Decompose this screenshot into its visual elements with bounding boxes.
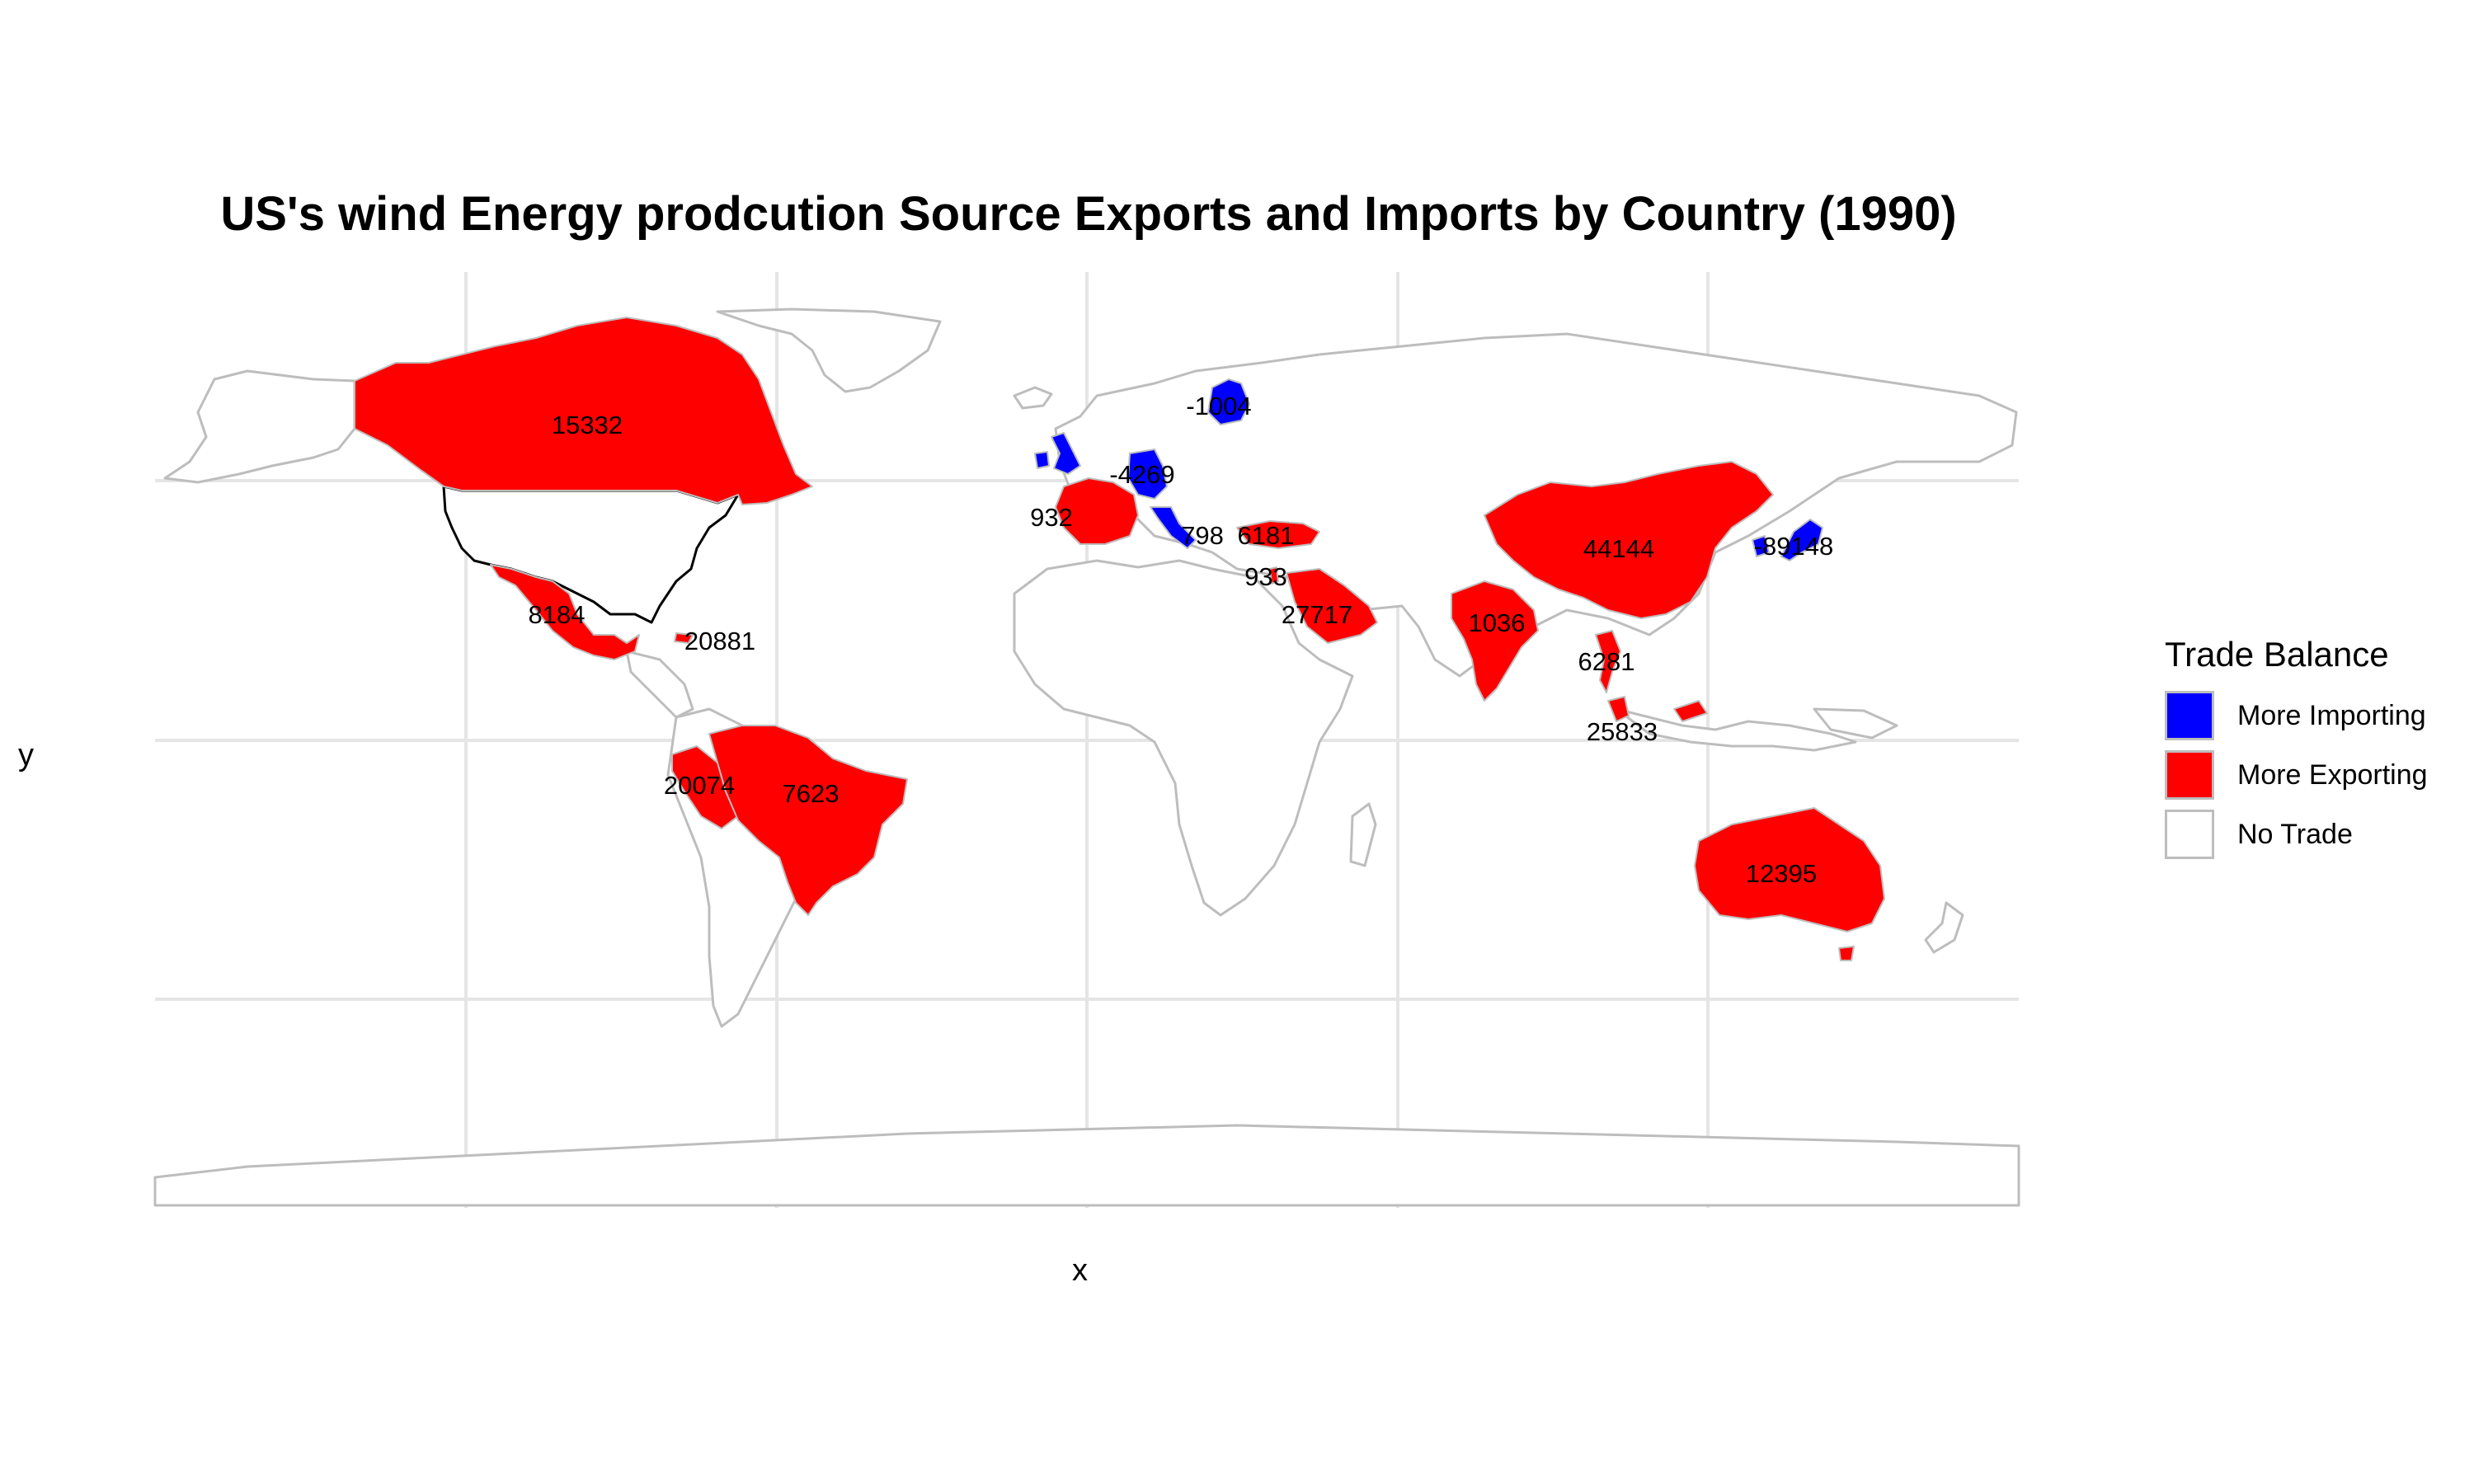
indonesia-shape <box>1615 707 1857 752</box>
caribbean-shape <box>674 632 694 644</box>
india-shape <box>1451 580 1539 702</box>
legend-label-exporting: More Exporting <box>2237 758 2428 791</box>
mexico-shape <box>490 564 640 660</box>
legend-swatch-importing <box>2165 691 2214 740</box>
italy-shape <box>1150 506 1197 549</box>
label-brazil: 7623 <box>783 779 840 808</box>
canada-shape <box>354 317 813 505</box>
y-axis-label: y <box>18 738 34 773</box>
germany-shape <box>1127 448 1168 500</box>
label-turkey: 6181 <box>1238 521 1295 550</box>
peru-shape <box>671 745 739 829</box>
scandinavia-shape <box>1207 378 1250 425</box>
legend-label-importing: More Importing <box>2237 699 2426 731</box>
label-japan: -89148 <box>1754 532 1834 561</box>
usa-shape <box>442 485 740 624</box>
turkey-shape <box>1236 520 1320 549</box>
china-shape <box>1484 461 1774 619</box>
saudi-arabia-shape <box>1286 568 1378 644</box>
israel-shape <box>1269 566 1279 585</box>
label-israel: 933 <box>1244 562 1287 591</box>
uk-shape <box>1051 432 1081 475</box>
greenland-shape <box>716 308 942 393</box>
legend-item-importing: More Importing <box>2165 686 2428 745</box>
label-australia: 12395 <box>1746 859 1817 888</box>
label-canada: 15332 <box>552 411 623 439</box>
central-america-shape <box>625 650 694 719</box>
label-russia-region: -1004 <box>1186 392 1251 420</box>
iceland-shape <box>1013 386 1053 410</box>
legend-swatch-exporting <box>2165 750 2214 800</box>
ireland-shape <box>1034 451 1050 469</box>
borneo-malaysia-shape <box>1673 700 1708 722</box>
japan-shape <box>1780 519 1823 561</box>
madagascar-shape <box>1349 802 1377 867</box>
label-caribbean: 20881 <box>684 627 755 655</box>
label-peru: 20074 <box>664 771 735 800</box>
alaska-shape <box>163 369 356 484</box>
legend: Trade Balance More Importing More Export… <box>2165 635 2428 864</box>
africa-shape <box>1013 559 1354 917</box>
label-germany: -4269 <box>1109 460 1174 489</box>
new-zealand-shape <box>1924 901 1964 954</box>
brazil-shape <box>708 725 908 916</box>
legend-item-exporting: More Exporting <box>2165 745 2428 805</box>
label-mexico: 8184 <box>529 600 586 629</box>
trade-countries <box>354 317 1885 961</box>
label-china: 44144 <box>1583 534 1654 563</box>
antarctica-shape <box>153 1124 2020 1207</box>
label-malaysia: 25833 <box>1587 717 1658 746</box>
malaysia-shape <box>1607 696 1630 722</box>
map-title: US's wind Energy prodcution Source Expor… <box>220 187 1957 241</box>
value-labels: 15332 8184 20881 20074 7623 932 -4269 -1… <box>529 392 1834 888</box>
legend-title: Trade Balance <box>2165 635 2389 674</box>
label-thailand: 6281 <box>1578 647 1635 676</box>
label-india: 1036 <box>1469 608 1526 637</box>
korea-shape <box>1752 535 1770 557</box>
new-guinea-shape <box>1813 707 1898 740</box>
label-italy: 798 <box>1181 521 1224 550</box>
legend-swatch-no-trade <box>2165 810 2214 859</box>
label-france: 932 <box>1030 503 1073 532</box>
australia-shape <box>1694 807 1885 932</box>
legend-item-no-trade: No Trade <box>2165 805 2428 864</box>
thailand-shape <box>1595 630 1621 693</box>
france-shape <box>1055 477 1139 545</box>
x-axis-label: x <box>1072 1253 1088 1288</box>
legend-label-no-trade: No Trade <box>2237 818 2353 850</box>
tasmania-shape <box>1838 946 1855 961</box>
label-saudi-arabia: 27717 <box>1282 600 1352 629</box>
